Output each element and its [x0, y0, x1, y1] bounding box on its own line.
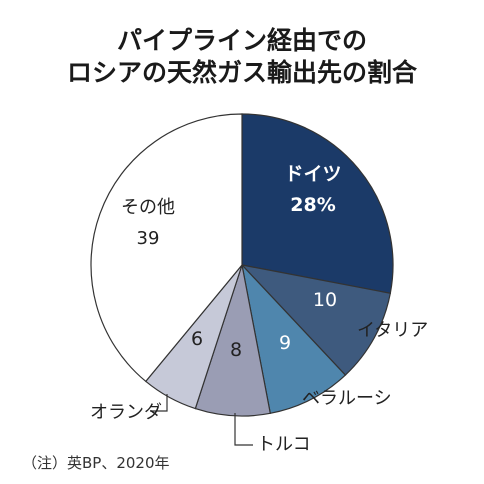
- chart-title-line2: ロシアの天然ガス輸出先の割合: [66, 58, 417, 87]
- slice-label-3: トルコ: [257, 434, 311, 455]
- leader-line-4: [150, 394, 168, 412]
- slice-label-2: ベラルーシ: [302, 388, 392, 409]
- pie-slice-1: [240, 264, 392, 376]
- source-note: （注）英BP、2020年: [22, 454, 170, 472]
- slice-value-1: 10: [313, 289, 337, 311]
- slice-label-5: その他: [121, 197, 175, 218]
- slice-value-2: 9: [279, 332, 291, 354]
- slice-label-1: イタリア: [357, 320, 428, 341]
- slice-value-4: 6: [191, 328, 203, 350]
- slice-value-5: 39: [137, 228, 160, 249]
- pie-slice-5: [90, 113, 243, 383]
- chart-title-line1: パイプライン経由での: [116, 26, 367, 55]
- slice-label-4: オランダ: [90, 402, 162, 423]
- slice-label-0: ドイツ: [284, 163, 341, 185]
- pie-slice-0: [241, 113, 394, 294]
- leader-line-3: [234, 413, 253, 446]
- slice-value-0: 28%: [290, 194, 335, 216]
- pie-slice-2: [241, 263, 347, 415]
- slice-value-3: 8: [230, 339, 242, 361]
